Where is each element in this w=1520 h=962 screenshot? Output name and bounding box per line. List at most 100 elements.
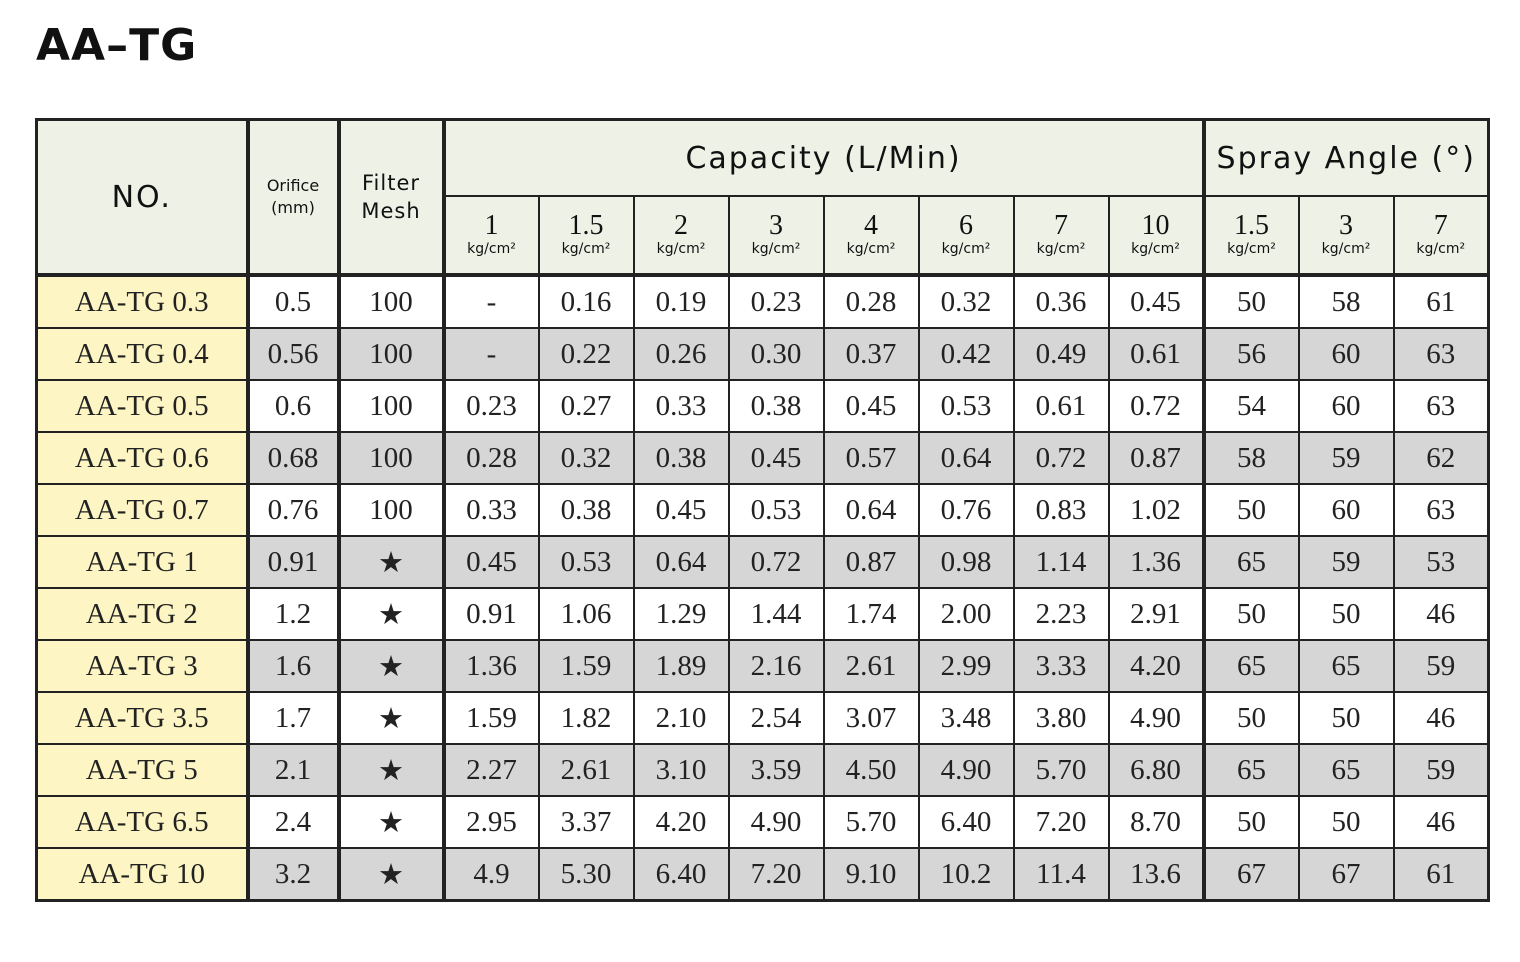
model-cell: AA-TG 6.5	[35, 795, 249, 849]
angle-cell: 59	[1392, 639, 1490, 693]
capacity-cell: 0.23	[727, 274, 825, 329]
capacity-cell: 11.4	[1012, 847, 1110, 902]
angle-pressure-header: 1.5 kg/cm²	[1201, 195, 1300, 277]
spec-table: NO. Orifice (mm) Filter Mesh Capacity (L…	[35, 118, 1490, 902]
capacity-cell: 5.70	[1012, 743, 1110, 797]
angle-cell: 63	[1392, 327, 1490, 381]
pressure-value: 1.5	[568, 210, 604, 241]
model-cell: AA-TG 2	[35, 587, 249, 641]
capacity-cell: 10.2	[917, 847, 1015, 902]
capacity-cell: 1.74	[822, 587, 920, 641]
capacity-cell: 0.64	[917, 431, 1015, 485]
capacity-cell: 7.20	[727, 847, 825, 902]
angle-cell: 65	[1297, 743, 1395, 797]
capacity-cell: 0.76	[917, 483, 1015, 537]
orifice-cell: 0.56	[245, 327, 340, 381]
angle-cell: 50	[1201, 483, 1300, 537]
capacity-cell: 1.44	[727, 587, 825, 641]
angle-cell: 56	[1201, 327, 1300, 381]
capacity-cell: 4.20	[1107, 639, 1205, 693]
orifice-cell: 0.5	[245, 274, 340, 329]
capacity-cell: 0.57	[822, 431, 920, 485]
model-cell: AA-TG 1	[35, 535, 249, 589]
capacity-pressure-header: 7 kg/cm²	[1012, 195, 1110, 277]
pressure-unit: kg/cm²	[846, 241, 896, 257]
capacity-cell: 0.26	[632, 327, 730, 381]
mesh-cell: ★	[336, 743, 445, 797]
pressure-value: 7	[1433, 210, 1448, 241]
pressure-value: 3	[769, 210, 783, 241]
pressure-value: 7	[1054, 210, 1068, 241]
angle-cell: 65	[1201, 743, 1300, 797]
header-filter-mesh: Filter Mesh	[336, 118, 445, 277]
capacity-cell: 0.64	[632, 535, 730, 589]
capacity-cell: 2.61	[537, 743, 635, 797]
angle-cell: 50	[1201, 274, 1300, 329]
angle-cell: 61	[1392, 274, 1490, 329]
capacity-cell: 1.29	[632, 587, 730, 641]
header-capacity: Capacity (L/Min)	[441, 118, 1205, 197]
angle-cell: 54	[1201, 379, 1300, 433]
pressure-unit: kg/cm²	[1131, 241, 1180, 257]
model-cell: AA-TG 0.4	[35, 327, 249, 381]
capacity-pressure-header: 2 kg/cm²	[632, 195, 730, 277]
capacity-cell: 0.38	[727, 379, 825, 433]
capacity-cell: 2.91	[1107, 587, 1205, 641]
angle-cell: 67	[1201, 847, 1300, 902]
angle-cell: 62	[1392, 431, 1490, 485]
orifice-cell: 0.6	[245, 379, 340, 433]
capacity-cell: 2.23	[1012, 587, 1110, 641]
capacity-cell: 1.36	[1107, 535, 1205, 589]
angle-cell: 58	[1201, 431, 1300, 485]
capacity-cell: 0.53	[917, 379, 1015, 433]
capacity-pressure-header: 1.5 kg/cm²	[537, 195, 635, 277]
orifice-cell: 1.7	[245, 691, 340, 745]
mesh-cell: 100	[336, 431, 445, 485]
capacity-cell: 2.27	[441, 743, 540, 797]
capacity-cell: 6.40	[632, 847, 730, 902]
capacity-cell: 0.22	[537, 327, 635, 381]
orifice-cell: 2.1	[245, 743, 340, 797]
capacity-cell: 3.59	[727, 743, 825, 797]
capacity-cell: 0.45	[441, 535, 540, 589]
capacity-cell: 0.98	[917, 535, 1015, 589]
model-cell: AA-TG 0.5	[35, 379, 249, 433]
header-orifice-unit: (mm)	[271, 198, 315, 217]
capacity-cell: 2.95	[441, 795, 540, 849]
angle-cell: 50	[1297, 587, 1395, 641]
page-title: AA–TG	[36, 20, 198, 71]
capacity-cell: 0.45	[822, 379, 920, 433]
angle-cell: 46	[1392, 587, 1490, 641]
table-body: AA-TG 0.3 0.5 100-0.16 0.19 0.23 0.28 0.32 0.36…	[35, 274, 1490, 902]
model-cell: AA-TG 0.6	[35, 431, 249, 485]
table-row: AA-TG 0.3 0.5 100-0.16 0.19 0.23 0.28 0.32 0.36…	[35, 274, 1490, 329]
orifice-cell: 0.68	[245, 431, 340, 485]
capacity-cell: 5.70	[822, 795, 920, 849]
mesh-cell: ★	[336, 795, 445, 849]
mesh-cell: 100	[336, 327, 445, 381]
angle-pressure-header: 3 kg/cm²	[1297, 195, 1395, 277]
capacity-cell: 0.33	[441, 483, 540, 537]
capacity-cell: 9.10	[822, 847, 920, 902]
capacity-cell: 2.16	[727, 639, 825, 693]
pressure-unit: kg/cm²	[751, 241, 801, 257]
pressure-unit: kg/cm²	[1321, 241, 1371, 257]
model-cell: AA-TG 0.7	[35, 483, 249, 537]
capacity-cell: 0.87	[822, 535, 920, 589]
angle-cell: 53	[1392, 535, 1490, 589]
capacity-pressure-header: 1 kg/cm²	[441, 195, 540, 277]
model-cell: AA-TG 5	[35, 743, 249, 797]
capacity-cell: 1.59	[441, 691, 540, 745]
pressure-unit: kg/cm²	[467, 241, 516, 257]
capacity-cell: 6.40	[917, 795, 1015, 849]
capacity-pressure-header: 6 kg/cm²	[917, 195, 1015, 277]
pressure-unit: kg/cm²	[561, 241, 611, 257]
capacity-cell: 0.72	[727, 535, 825, 589]
capacity-cell: 0.61	[1107, 327, 1205, 381]
capacity-cell: 3.07	[822, 691, 920, 745]
capacity-cell: 0.45	[1107, 274, 1205, 329]
capacity-cell: 0.83	[1012, 483, 1110, 537]
mesh-cell: ★	[336, 639, 445, 693]
pressure-unit: kg/cm²	[1416, 241, 1466, 257]
table-row: AA-TG 3 1.6 ★ 1.36 1.59 1.89 2.16 2.61 2.99 3.33 4…	[35, 639, 1490, 693]
